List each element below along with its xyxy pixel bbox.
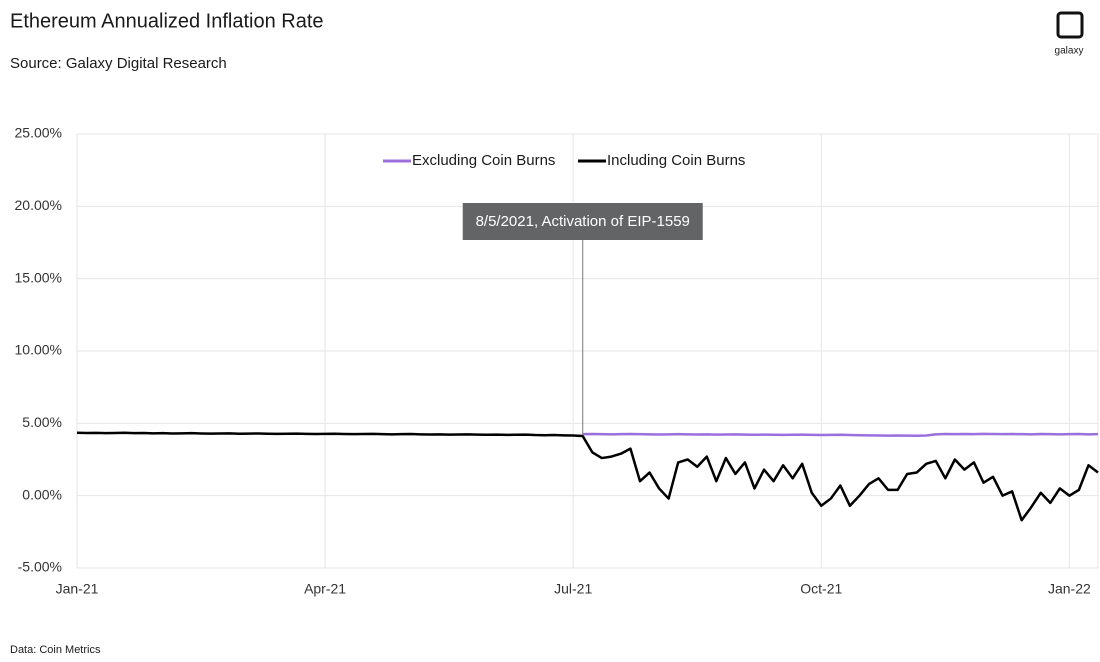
x-tick-label: Oct-21: [800, 581, 842, 597]
x-tick-label: Jan-21: [56, 581, 99, 597]
chart-title: Ethereum Annualized Inflation Rate: [10, 10, 324, 32]
y-tick-label: 15.00%: [15, 269, 62, 285]
series-line: [76, 431, 1099, 522]
x-tick-label: Jan-22: [1048, 581, 1091, 597]
footnote: Data: Coin Metrics: [10, 644, 101, 656]
legend-label: Including Coin Burns: [607, 152, 745, 169]
annotation-text: 8/5/2021, Activation of EIP-1559: [476, 213, 690, 230]
y-tick-label: 10.00%: [15, 342, 62, 358]
x-tick-label: Jul-21: [554, 581, 592, 597]
x-tick-label: Apr-21: [304, 581, 346, 597]
y-tick-label: -5.00%: [18, 559, 62, 575]
y-tick-label: 20.00%: [15, 197, 62, 213]
y-tick-label: 25.00%: [15, 125, 62, 141]
subtitle: Source: Galaxy Digital Research: [10, 55, 227, 72]
annotation-box: [462, 203, 703, 240]
y-tick-label: 0.00%: [22, 486, 62, 502]
y-tick-label: 5.00%: [22, 414, 62, 430]
legend-label: Excluding Coin Burns: [412, 152, 555, 169]
brand: galaxy: [1055, 46, 1084, 57]
logo-icon: [1056, 11, 1084, 39]
series-line: [582, 432, 1099, 438]
